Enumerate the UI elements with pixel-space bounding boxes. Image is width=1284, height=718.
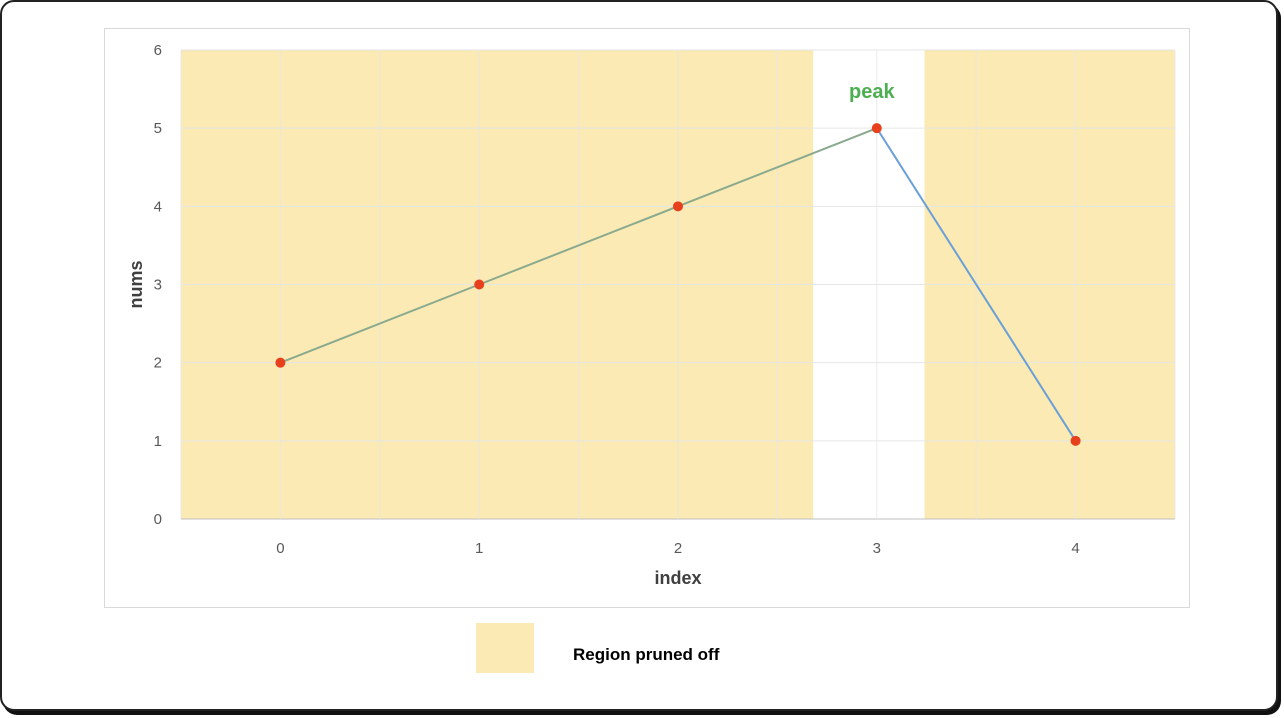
series-line-segment: [280, 283, 480, 364]
y-axis-title: nums: [126, 260, 146, 308]
peak-annotation: peak: [849, 81, 895, 103]
data-point: [474, 279, 485, 290]
series-line-segment: [875, 127, 1077, 442]
y-tick-label: 6: [154, 42, 162, 59]
x-tick-label: 2: [674, 540, 682, 557]
y-tick-label: 4: [154, 198, 162, 215]
legend-label: Region pruned off: [573, 645, 720, 664]
data-point: [871, 123, 882, 134]
x-tick-label: 3: [873, 540, 881, 557]
y-tick-label: 0: [154, 511, 162, 528]
series-line-segment: [677, 127, 878, 208]
y-tick-label: 2: [154, 355, 162, 372]
data-point: [275, 357, 286, 368]
legend-swatch: [476, 623, 534, 673]
data-point: [1070, 435, 1081, 446]
x-tick-label: 4: [1071, 540, 1079, 557]
y-tick-label: 5: [154, 120, 162, 137]
data-point: [673, 201, 683, 212]
x-tick-label: 0: [276, 540, 284, 557]
series-line-segment: [478, 205, 679, 286]
x-axis-title: index: [654, 568, 701, 588]
x-tick-label: 1: [475, 540, 483, 557]
y-tick-label: 1: [154, 433, 162, 450]
y-tick-label: 3: [154, 277, 162, 294]
